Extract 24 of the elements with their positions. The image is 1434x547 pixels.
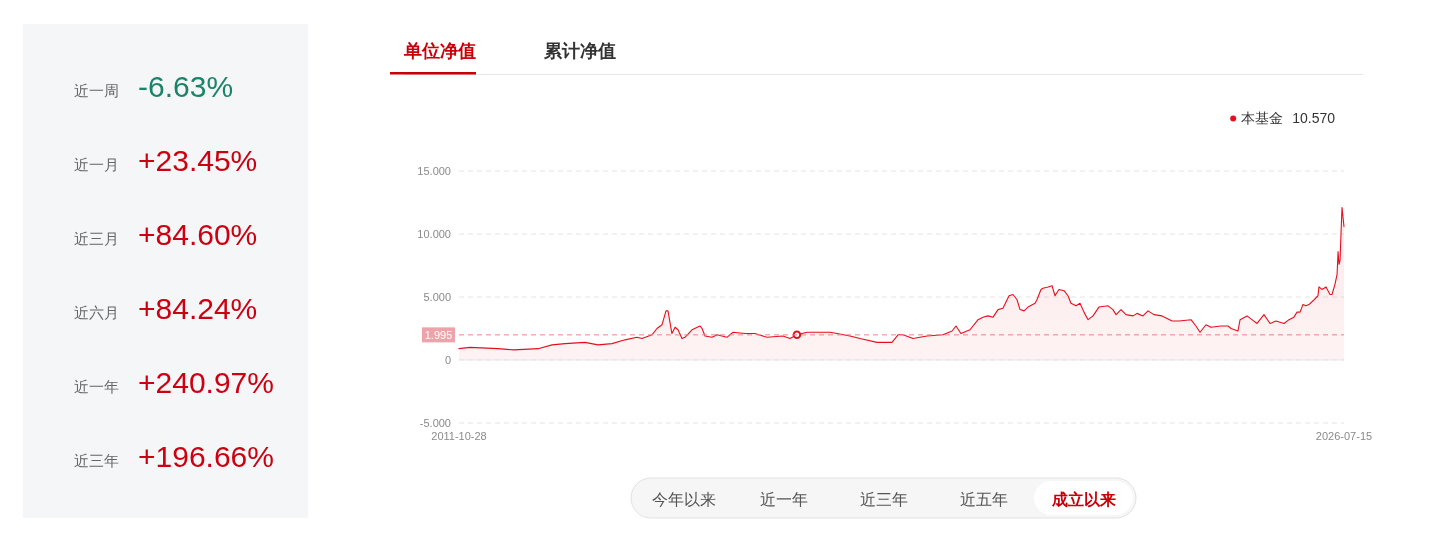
value-label: +84.60%: [138, 218, 258, 251]
ref-line: 1.995: [422, 327, 1345, 343]
legend-label: 本基金: [1241, 110, 1284, 126]
y-tick-label: 10.000: [417, 228, 451, 240]
ref-line-label: 1.995: [424, 328, 453, 341]
y-tick-label: 0: [444, 354, 451, 366]
category-label: 近三月: [74, 230, 119, 247]
x-tick-label: 2026-07-15: [1315, 430, 1373, 442]
y-tick-label: 15.000: [417, 165, 451, 177]
value-label: +196.66%: [138, 440, 274, 473]
value-label: +84.24%: [138, 292, 258, 325]
y-tick-label: -5.000: [419, 417, 451, 429]
category-label: 近三年: [74, 452, 119, 469]
category-label: 近一周: [74, 82, 119, 99]
category-label: 近六月: [74, 304, 119, 321]
value-label: +240.97%: [138, 366, 274, 399]
value-label: -6.63%: [138, 70, 234, 103]
x-tick-label: 2011-10-28: [431, 430, 487, 442]
y-tick-label: 5.000: [423, 291, 451, 303]
category-label: 近一年: [74, 378, 119, 395]
category-label: 近一月: [74, 156, 119, 173]
value-label: +23.45%: [138, 144, 258, 177]
tabs: 单位净值 累计净值: [390, 41, 1364, 75]
range-buttons: 今年以来 近一年 近三年 近五年 成立以来: [630, 477, 1137, 519]
